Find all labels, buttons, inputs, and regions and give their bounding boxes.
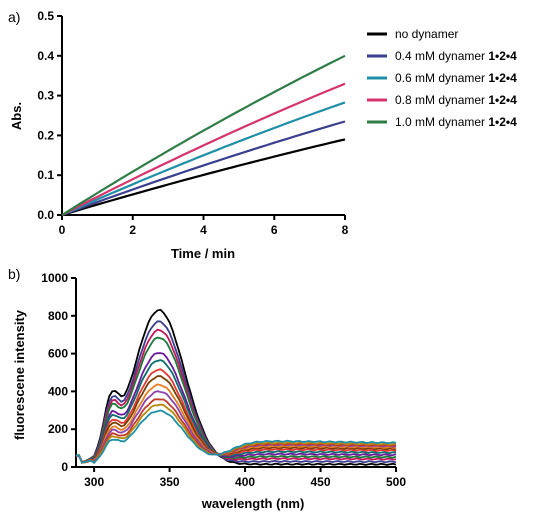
panel-b-axes: 300 350 400 450 500 0 200 400 600 800 1000 (41, 271, 406, 489)
panel-a-x-tick-label: 4 (200, 223, 207, 237)
panel-b-x-tick-label: 500 (386, 475, 406, 489)
panel-b-x-tick-label: 450 (311, 475, 331, 489)
spectrum-line-2 (75, 328, 397, 463)
panel-a-lines (61, 54, 346, 217)
legend-entry: 1.0 mM dynamer 1•2•4 (395, 115, 517, 129)
series-line-4 (61, 54, 346, 216)
legend-entry-compound: 1•2•4 (488, 93, 517, 107)
panel-a-x-tick-label: 8 (342, 223, 349, 237)
panel-a-xlabel: Time / min (171, 246, 235, 261)
spectrum-line-0 (75, 308, 397, 466)
series-line-3 (61, 82, 346, 216)
panel-b-x-tick-label: 300 (84, 475, 104, 489)
panel-b-y-tick-label: 800 (48, 309, 68, 323)
legend-entry-label: 1.0 mM dynamer (395, 115, 488, 129)
legend-entry-label: no dynamer (395, 27, 458, 41)
spectrum-line-5 (75, 359, 397, 464)
series-line-0 (61, 138, 346, 217)
panel-a-x-tick-label: 0 (59, 223, 66, 237)
legend-entry-compound: 1•2•4 (488, 49, 517, 63)
spectrum-line-4 (75, 352, 397, 464)
panel-a-y-tick-label: 0.5 (37, 9, 54, 23)
panel-a-ylabel: Abs. (9, 102, 24, 130)
panel-a-y-tick-label: 0.1 (37, 168, 54, 182)
panel-a-label: a) (8, 9, 20, 25)
spectrum-line-1 (75, 320, 397, 464)
panel-a-axes: 0 2 4 6 8 0.0 0.1 0.2 0.3 0.4 0.5 (37, 9, 348, 237)
panel-b-y-tick-label: 200 (48, 422, 68, 436)
series-line-2 (61, 101, 346, 217)
panel-b-ylabel: fluorescene intensity (12, 309, 27, 440)
panel-a-x-tick-label: 2 (129, 223, 136, 237)
legend-entry-label: 0.6 mM dynamer (395, 71, 488, 85)
panel-b-x-tick-label: 350 (160, 475, 180, 489)
legend-entry: 0.4 mM dynamer 1•2•4 (395, 49, 517, 63)
spectrum-line-10 (75, 398, 397, 464)
panel-b-x-tick-label: 400 (235, 475, 255, 489)
panel-a-y-tick-label: 0.3 (37, 89, 54, 103)
legend-entry: 0.6 mM dynamer 1•2•4 (395, 71, 517, 85)
panel-a-y-tick-label: 0.4 (37, 49, 54, 63)
legend-entry: 0.8 mM dynamer 1•2•4 (395, 93, 517, 107)
panel-b: b) 300 350 400 450 500 0 200 400 600 800 1000 wave… (8, 266, 406, 511)
series-line-1 (61, 120, 346, 217)
panel-b-y-tick-label: 1000 (41, 271, 68, 285)
panel-b-lines (75, 308, 397, 466)
spectrum-line-8 (75, 383, 396, 463)
spectrum-line-12 (75, 409, 397, 464)
panel-a-x-tick-label: 6 (271, 223, 278, 237)
spectrum-line-9 (75, 390, 397, 463)
spectrum-line-3 (75, 336, 397, 463)
legend-entry-label: 0.4 mM dynamer (395, 49, 488, 63)
legend-entry-compound: 1•2•4 (488, 71, 517, 85)
legend-entry-compound: 1•2•4 (488, 115, 517, 129)
legend-entry: no dynamer (395, 27, 458, 41)
panel-b-y-tick-label: 600 (48, 347, 68, 361)
legend-entry-label: 0.8 mM dynamer (395, 93, 488, 107)
panel-a-y-tick-label: 0.2 (37, 128, 54, 142)
panel-a-y-tick-label: 0.0 (37, 208, 54, 222)
panel-b-label: b) (8, 266, 20, 282)
panel-b-y-tick-label: 400 (48, 384, 68, 398)
panel-b-xlabel: wavelength (nm) (201, 496, 305, 511)
panel-b-y-tick-label: 0 (61, 460, 68, 474)
panel-a: a) 0 2 4 6 8 0.0 0.1 0.2 0.3 0.4 0.5 Time / min Ab… (8, 9, 517, 261)
